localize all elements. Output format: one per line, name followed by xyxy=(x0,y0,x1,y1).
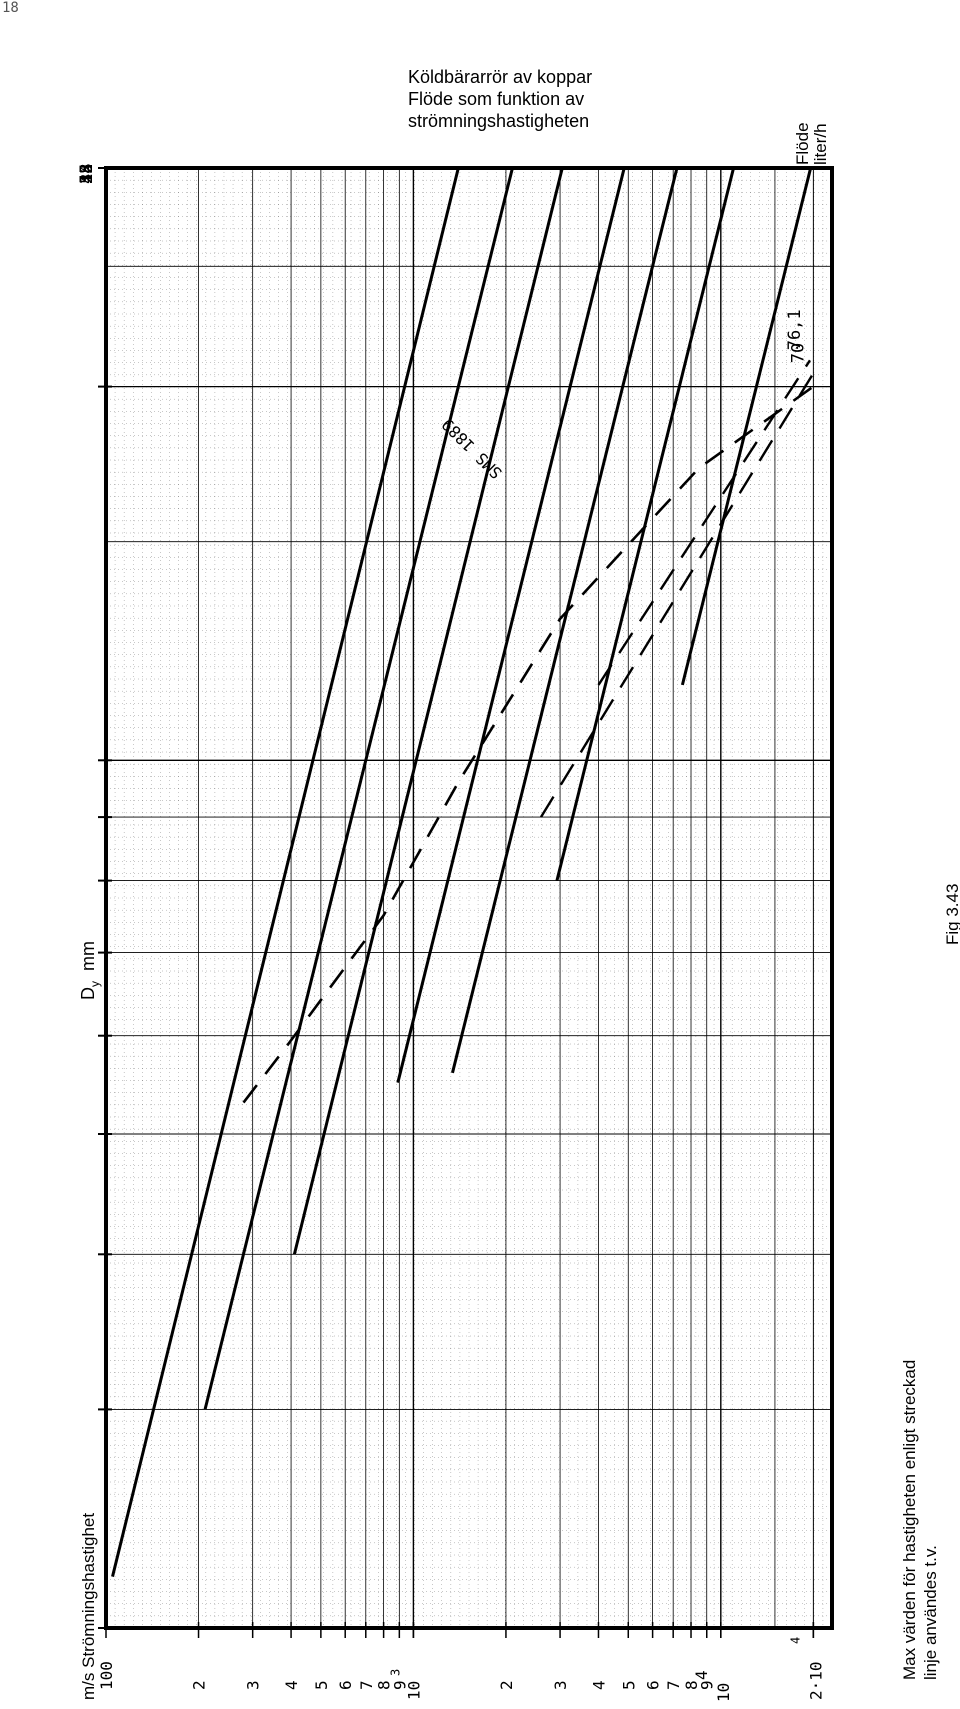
series-line-22 xyxy=(292,167,564,1255)
flow-tick-label: 9 xyxy=(698,1680,717,1690)
flow-tick-label: 5 xyxy=(619,1680,638,1690)
flow-tick-label: 6 xyxy=(644,1680,663,1690)
chart-subtitle-line2: strömningshastigheten xyxy=(408,111,589,131)
series-line-18 xyxy=(203,167,514,1410)
y-axis-label-line1: Flöde xyxy=(793,122,812,165)
flow-tick-label: 4 xyxy=(788,1637,802,1644)
flow-tick-label: 10 xyxy=(714,1683,733,1702)
diameter-label-15: 15 xyxy=(77,164,97,184)
flow-tick-label: 2 xyxy=(190,1680,209,1690)
flow-tick-label: 7 xyxy=(664,1680,683,1690)
diameter-label-28: 28 xyxy=(77,164,97,184)
x-axis-label: m/s Strömningshastighet xyxy=(79,1513,98,1700)
flow-tick-label: 2·10 xyxy=(806,1661,825,1700)
flow-tick-label: 5 xyxy=(312,1680,331,1690)
diameter-label-35: 35 xyxy=(77,164,97,184)
flow-tick-label: 4 xyxy=(282,1680,301,1690)
svg-text:Dymm: Dy mm xyxy=(78,941,102,1000)
flow-tick-label: 3 xyxy=(551,1680,570,1690)
figure-caption: Fig 3.43 xyxy=(943,884,960,945)
flow-tick-label: 4 xyxy=(589,1680,608,1690)
series-line-76-1 xyxy=(597,359,811,686)
series-line-15 xyxy=(111,167,460,1577)
chart-title: Köldbärarrör av koppar xyxy=(408,67,592,87)
grid xyxy=(104,166,834,1630)
series-line-42 xyxy=(555,167,735,881)
diameter-label-70: 70 xyxy=(788,343,808,363)
series-line-70 xyxy=(539,372,815,818)
flow-tick-label: 10 xyxy=(404,1681,423,1700)
flow-tick-label: 6 xyxy=(336,1680,355,1690)
flow-tick-label: 4 xyxy=(692,1670,711,1680)
chart-subtitle-line1: Flöde som funktion av xyxy=(408,89,584,109)
flow-tick-label: 9 xyxy=(390,1680,409,1690)
series-layer xyxy=(111,167,815,1577)
diameter-label-22: 22 xyxy=(77,164,97,184)
max-velocity-curve-layer xyxy=(242,385,815,1104)
series-line-54 xyxy=(680,167,813,686)
note-line2: linje användes t.v. xyxy=(921,1545,940,1680)
diameter-axis-unit: mm xyxy=(78,941,98,971)
diameter-axis-subscript: y xyxy=(88,981,102,987)
diameter-label-76-1: 76,1 xyxy=(785,309,805,350)
flow-tick-label: 8 xyxy=(682,1680,701,1690)
flow-tick-label: 8 xyxy=(375,1680,394,1690)
sms-annotation: SMS 1889 xyxy=(438,415,506,483)
series-line-28 xyxy=(396,167,626,1083)
flow-tick-label: 2 xyxy=(497,1680,516,1690)
flow-tick-label: 7 xyxy=(357,1680,376,1690)
diameter-label-42: 42 xyxy=(77,164,97,184)
diameter-label-18: 18 xyxy=(77,164,97,184)
note-line1: Max värden för hastigheten enligt streck… xyxy=(900,1360,919,1680)
y-axis-label-line2: liter/h xyxy=(811,123,830,165)
flow-tick-label: 3 xyxy=(388,1669,402,1676)
series-line-35 xyxy=(451,167,679,1074)
flow-tick-label: 3 xyxy=(244,1680,263,1690)
diameter-axis-letter: D xyxy=(78,987,98,1000)
tick-layer: 151822283542547076,10,20,30,40,50,60,70,… xyxy=(77,164,825,1702)
page-number: 18 xyxy=(2,0,19,16)
diameter-label-54: 54 xyxy=(77,164,97,184)
max-velocity-dashed-curve xyxy=(242,385,815,1104)
flow-tick-label: 100 xyxy=(97,1661,116,1690)
diameter-axis-label: Dy mm xyxy=(78,941,102,1000)
